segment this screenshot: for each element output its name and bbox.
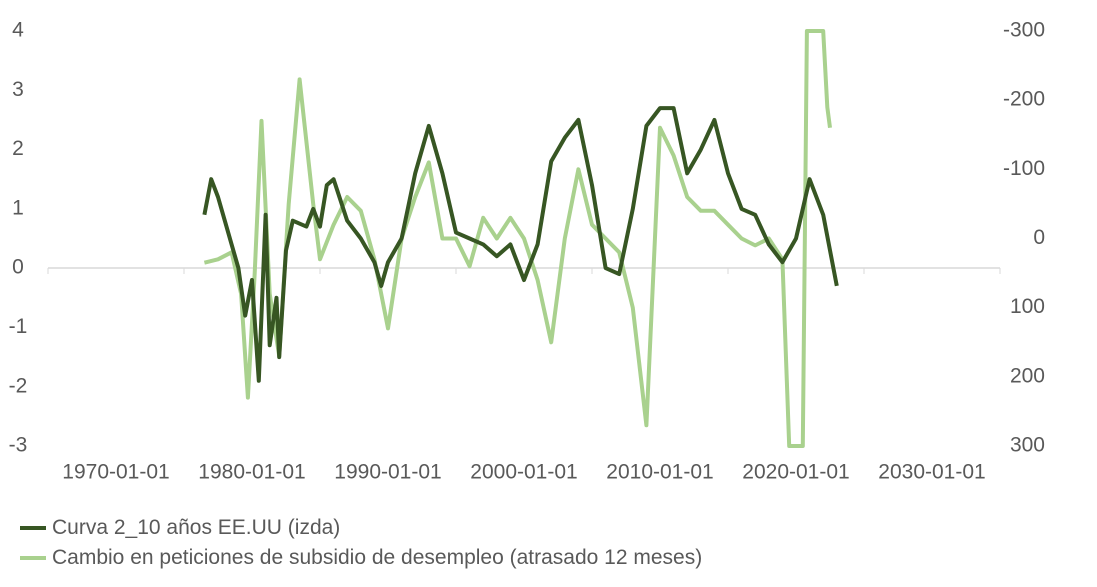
y-left-tick-label: 0 (12, 256, 24, 279)
y-right-tick-label: -300 (1003, 19, 1045, 42)
series-line-curve-2-10 (202, 106, 839, 383)
y-left-tick-label: -1 (9, 315, 28, 338)
y-right-tick-label: 200 (1010, 364, 1045, 387)
x-tick-label: 1990-01-01 (334, 461, 441, 484)
legend-swatch-dark (20, 526, 46, 530)
y-left-tick-label: 2 (12, 137, 24, 160)
y-left-tick-label: 3 (12, 78, 24, 101)
x-tick-label: 2030-01-01 (878, 461, 985, 484)
x-tick-label: 1980-01-01 (198, 461, 305, 484)
y-left-tick-label: -3 (9, 434, 28, 457)
y-right-tick-label: 0 (1033, 226, 1045, 249)
y-left-tick-label: 4 (12, 19, 24, 42)
x-tick-label: 2010-01-01 (606, 461, 713, 484)
legend-label: Cambio en peticiones de subsidio de dese… (52, 546, 703, 569)
series-line-unemployment-claims (203, 29, 832, 448)
legend-swatch-light (20, 556, 46, 560)
y-right-tick-label: 100 (1010, 295, 1045, 318)
legend-label: Curva 2_10 años EE.UU (izda) (52, 516, 341, 539)
y-left-tick-label: -2 (9, 374, 28, 397)
y-right-tick-label: -200 (1003, 88, 1045, 111)
legend-item-claims: Cambio en peticiones de subsidio de dese… (20, 546, 702, 570)
x-tick-label: 2000-01-01 (470, 461, 577, 484)
x-tick-label: 2020-01-01 (742, 461, 849, 484)
y-right-tick-label: 300 (1010, 434, 1045, 457)
y-right-tick-label: -100 (1003, 157, 1045, 180)
x-tick-label: 1970-01-01 (62, 461, 169, 484)
legend-item-curve: Curva 2_10 años EE.UU (izda) (20, 516, 340, 540)
y-left-tick-label: 1 (12, 196, 24, 219)
